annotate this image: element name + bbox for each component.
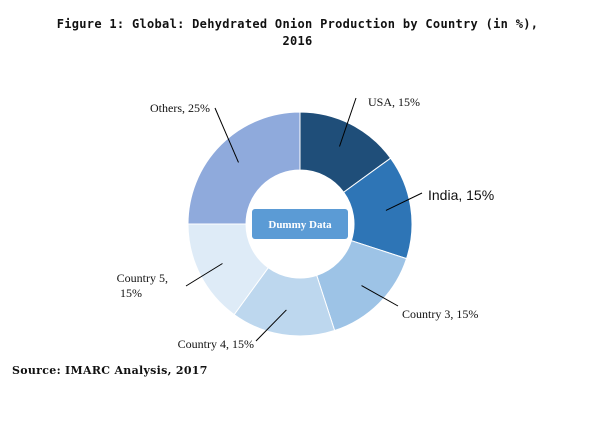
- leader-lines: [185, 97, 423, 342]
- slice-label: India, 15%: [428, 187, 494, 203]
- slice-label: Country 5, 15%: [117, 271, 168, 300]
- leader-line: [361, 285, 399, 307]
- leader-line: [214, 107, 239, 163]
- leader-line: [185, 263, 223, 287]
- source-note: Source: IMARC Analysis, 2017: [12, 364, 208, 377]
- donut-slice: [187, 111, 301, 225]
- slice-label: Country 3, 15%: [402, 307, 478, 321]
- leader-line: [255, 309, 287, 342]
- center-badge-box: [252, 209, 348, 239]
- leader-line: [339, 97, 357, 147]
- slice-label: Others, 25%: [150, 101, 210, 115]
- slice-label: Country 4, 15%: [178, 337, 254, 351]
- chart-title-line1: Figure 1: Global: Dehydrated Onion Produ…: [56, 17, 539, 31]
- chart-title: Figure 1: Global: Dehydrated Onion Produ…: [0, 16, 595, 50]
- chart-title-line2: 2016: [282, 34, 313, 48]
- center-badge: Dummy Data: [252, 209, 348, 239]
- leader-line: [385, 192, 423, 211]
- slice-label: USA, 15%: [368, 95, 420, 109]
- center-badge-text: Dummy Data: [268, 219, 332, 231]
- slice-labels: USA, 15% India, 15% Country 3, 15% Country …: [117, 95, 495, 351]
